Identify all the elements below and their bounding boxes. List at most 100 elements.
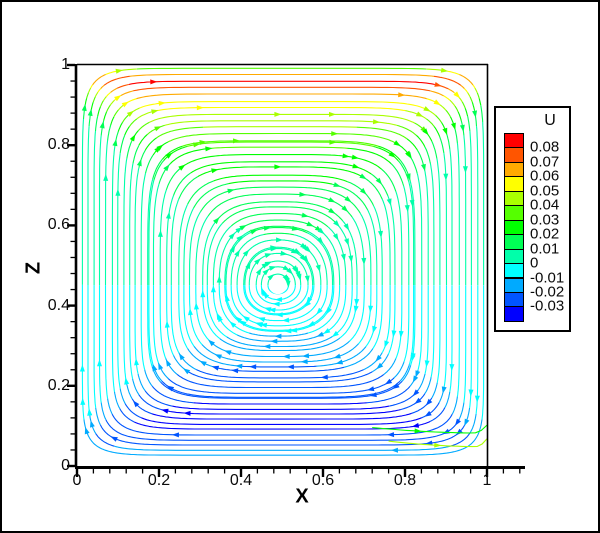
streamline-path-segment	[87, 87, 92, 94]
streamline-path-segment	[105, 91, 111, 97]
streamline-path-segment	[480, 105, 484, 123]
streamline-path-segment	[95, 407, 101, 426]
streamline-path-segment	[332, 285, 353, 337]
flow-arrowhead	[157, 229, 163, 237]
streamline-path-segment	[478, 98, 482, 106]
flow-arrowhead	[217, 314, 223, 323]
flow-arrowhead	[332, 233, 339, 241]
streamline-path-segment	[188, 285, 203, 345]
streamline-path-segment	[192, 183, 229, 209]
streamline-path-segment	[471, 102, 476, 111]
streamline-path-segment	[393, 361, 405, 379]
streamline-path-segment	[383, 358, 397, 375]
streamline-path-segment	[436, 158, 441, 286]
streamline-path-segment	[132, 378, 140, 396]
flow-arrowhead	[188, 308, 193, 316]
flow-arrowhead	[384, 340, 390, 348]
streamline-path-segment	[248, 225, 310, 233]
flow-arrowhead	[103, 173, 109, 181]
streamline-path-segment	[248, 285, 309, 311]
streamline-path-segment	[218, 285, 250, 334]
streamline-loop	[140, 131, 423, 405]
streamline-path-segment	[431, 382, 438, 399]
streamline-path-segment	[138, 121, 150, 131]
streamline-path-segment	[113, 391, 121, 410]
streamline-path-segment	[372, 424, 488, 434]
flow-arrowhead	[275, 312, 283, 318]
streamline-path-segment	[124, 403, 142, 419]
flow-arrowhead	[421, 163, 426, 172]
streamline-loop	[267, 273, 291, 295]
streamline-path-segment	[443, 153, 448, 286]
streamline-path-segment	[381, 168, 397, 192]
flow-arrowhead	[270, 245, 278, 251]
flow-arrowhead	[213, 217, 220, 225]
streamline-path-segment	[182, 140, 379, 147]
streamline-path-segment	[433, 75, 462, 86]
axes-layer	[67, 63, 525, 477]
flow-arrowhead	[351, 154, 359, 160]
streamline-path-segment	[370, 173, 389, 196]
streamline-path-segment	[241, 365, 317, 368]
streamline-path-segment	[114, 445, 451, 451]
legend-swatch	[504, 277, 524, 293]
streamline-path-segment	[472, 84, 476, 89]
flow-arrowhead	[211, 168, 219, 174]
flow-arrowhead	[443, 173, 449, 181]
streamline-loop	[224, 225, 335, 334]
streamline-path-segment	[179, 154, 383, 170]
streamline-path-segment	[104, 285, 109, 399]
flow-arrowhead	[315, 264, 321, 272]
streamline-loop	[152, 146, 410, 394]
legend-level-label: 0.05	[530, 182, 560, 200]
legend-swatch	[504, 219, 524, 236]
streamline-path-segment	[116, 83, 129, 89]
flow-arrowhead	[194, 302, 199, 310]
streamline-path-segment	[460, 84, 465, 89]
flow-arrowhead	[115, 68, 123, 74]
streamline-path-segment	[172, 405, 390, 410]
flow-arrowhead	[282, 354, 290, 359]
flow-arrowhead	[412, 375, 419, 383]
streamline-path-segment	[81, 119, 85, 285]
streamline-path-segment	[166, 285, 174, 356]
streamline-path-segment	[90, 84, 94, 89]
streamline-path-segment	[113, 109, 119, 117]
flow-arrowhead	[414, 428, 422, 434]
flow-arrowhead	[199, 360, 207, 367]
streamline-path-segment	[103, 75, 130, 86]
streamline-path-segment	[117, 153, 121, 286]
streamline-loop	[164, 161, 397, 383]
x-tick-label: 0.2	[147, 472, 171, 489]
streamline-path-segment	[408, 285, 415, 365]
flow-arrowhead	[302, 353, 310, 359]
streamline-path-segment	[456, 285, 460, 397]
streamline-path-segment	[166, 195, 175, 286]
flow-arrowhead	[178, 164, 186, 171]
flow-arrowhead	[235, 227, 243, 234]
flow-arrowhead	[453, 91, 461, 99]
streamline-path-segment	[366, 385, 411, 404]
streamline-path-segment	[152, 183, 160, 286]
flow-arrowhead	[368, 305, 374, 313]
streamline-path-segment	[454, 105, 459, 113]
streamline-loop	[210, 212, 347, 344]
streamline-path-segment	[417, 150, 425, 169]
streamline-path-segment	[97, 88, 102, 93]
streamline-path-segment	[148, 285, 154, 366]
streamline-path-segment	[122, 114, 129, 123]
streamline-path-segment	[152, 285, 160, 364]
streamline-path-segment	[196, 369, 364, 379]
streamline-loop	[148, 139, 415, 398]
streamline-path-segment	[98, 135, 102, 286]
flow-arrowhead	[434, 442, 442, 448]
streamline-path-segment	[449, 285, 453, 392]
streamline-path-segment	[426, 118, 435, 127]
corner-streamline	[388, 438, 488, 448]
streamline-path-segment	[129, 285, 134, 379]
streamline-loop	[194, 191, 367, 359]
streamline-path-segment	[373, 205, 383, 286]
flow-arrowhead	[254, 258, 261, 265]
streamline-loop	[157, 153, 404, 389]
flow-arrowhead	[84, 426, 90, 435]
